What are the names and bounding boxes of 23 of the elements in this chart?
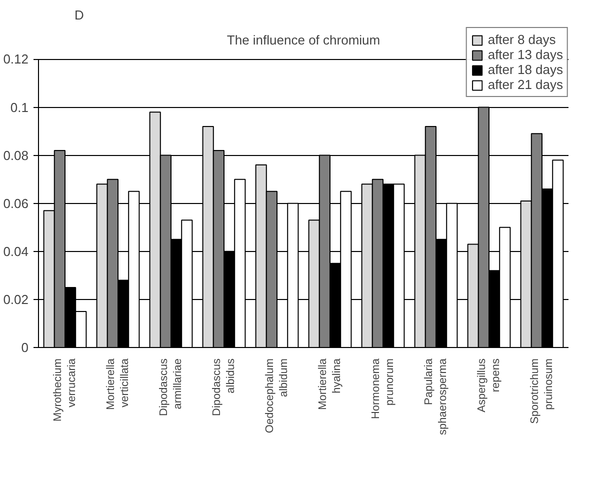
- y-tick-label: 0: [21, 340, 29, 355]
- x-tick-label: Oedocephalum albidum: [264, 358, 290, 434]
- x-tick-label: Sporotrichum pruinosum: [528, 358, 556, 424]
- x-tick-label: Dipodascus armillariae: [158, 358, 184, 416]
- x-tick-label: Mortierella verticillata: [104, 358, 132, 410]
- y-tick-label: 0.08: [3, 148, 29, 163]
- legend-label: after 13 days: [488, 47, 563, 62]
- y-axis-title: D: [74, 8, 84, 22]
- x-tick-label: Mortierella hyalina: [316, 358, 344, 410]
- chart-title: The influence of chromium: [226, 32, 380, 48]
- x-tick-label: Papularia sphaerosperma: [422, 358, 450, 435]
- legend-label: after 21 days: [488, 77, 563, 92]
- x-tick-label: Aspergillus repens: [476, 358, 502, 412]
- x-tick-label: Hormonema prunorum: [370, 358, 396, 420]
- legend-label: after 8 days: [488, 32, 556, 47]
- y-tick-label: 0.02: [3, 292, 29, 307]
- y-tick-label: 0.04: [3, 244, 29, 259]
- x-tick-label: Myrothecium verrucaria: [52, 358, 78, 422]
- x-tick-label: Dipodascus albidus: [210, 358, 238, 416]
- legend-label: after 18 days: [488, 62, 563, 77]
- y-tick-label: 0.06: [3, 196, 29, 211]
- y-tick-label: 0.1: [10, 100, 29, 115]
- y-tick-label: 0.12: [3, 52, 29, 67]
